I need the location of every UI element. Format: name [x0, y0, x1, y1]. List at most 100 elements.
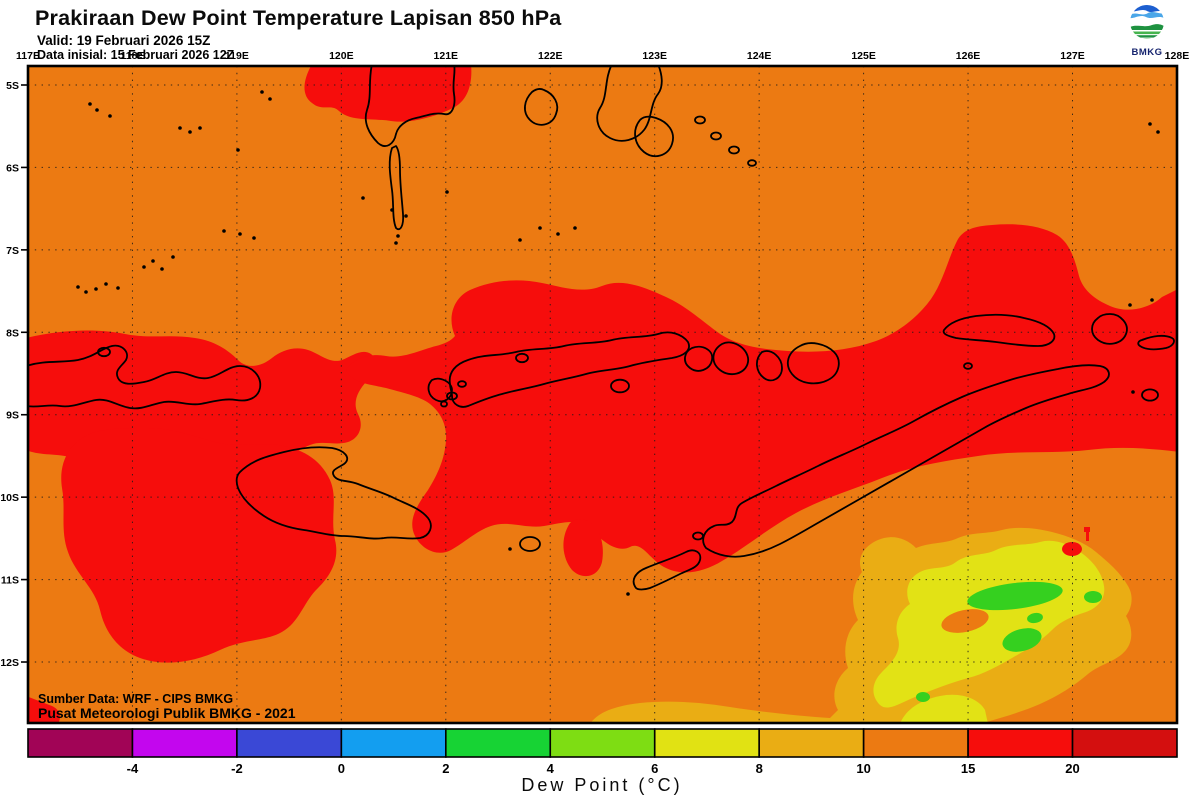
land-speck	[573, 226, 577, 230]
land-speck	[84, 290, 88, 294]
land-speck	[396, 234, 400, 238]
fill-green-patch	[916, 692, 930, 702]
land-speck	[1128, 303, 1132, 307]
dewpoint-contour-fills	[28, 66, 1177, 723]
colorbar-segment	[236, 728, 343, 758]
coastline-island	[235, 446, 432, 540]
colorbar-segment	[758, 728, 865, 758]
land-speck	[556, 232, 560, 236]
colorbar-segment	[340, 728, 447, 758]
coastline-island	[427, 377, 453, 403]
coastline-islet	[519, 536, 541, 552]
land-speck	[116, 286, 120, 290]
coastline-islet	[515, 352, 529, 364]
lon-label: 119E	[225, 50, 249, 62]
fill-red-speck	[1084, 527, 1090, 532]
colorbar-legend: -4 -2 0 2 4 6 8 10 15 20	[27, 728, 1178, 776]
bmkg-logo: BMKG	[1122, 2, 1172, 58]
land-speck	[94, 287, 98, 291]
colorbar-tick-label: 4	[547, 761, 555, 776]
lon-label: 118E	[120, 50, 144, 62]
coastline-island	[942, 313, 1056, 347]
lat-label: 9S	[6, 410, 19, 422]
coastline-island	[634, 115, 674, 158]
coastline-islet	[446, 391, 458, 401]
source-data-line: Sumber Data: WRF - CIPS BMKG	[38, 692, 233, 706]
coastline-island	[524, 88, 559, 126]
colorbar-segment	[862, 728, 969, 758]
land-speck	[252, 236, 256, 240]
land-speck	[151, 259, 155, 263]
coastline-island	[756, 350, 783, 382]
coastline-island	[632, 549, 702, 591]
land-speck	[626, 592, 630, 596]
land-speck	[104, 282, 108, 286]
coastline-island	[28, 344, 262, 410]
land-speck	[1131, 390, 1135, 394]
coastline-island	[786, 342, 840, 385]
fill-orange-hole	[941, 609, 989, 633]
coastline-islet	[710, 131, 722, 141]
lon-label: 117E	[16, 50, 40, 62]
lon-label: 124E	[747, 50, 772, 62]
coastline-island	[596, 66, 663, 142]
coastline-islet	[1141, 388, 1159, 402]
lat-label: 11S	[1, 575, 19, 587]
land-speck	[178, 126, 182, 130]
colorbar-tick-label: 10	[856, 761, 870, 776]
land-speck	[95, 108, 99, 112]
coastline-island	[712, 341, 749, 376]
land-speck	[238, 232, 242, 236]
fill-green-patch	[1002, 628, 1042, 652]
land-speck	[171, 255, 175, 259]
coastline-islet	[610, 378, 630, 394]
land-speck	[1148, 122, 1152, 126]
land-speck	[1156, 130, 1160, 134]
coastline-islet	[457, 380, 467, 388]
lat-label: 10S	[0, 492, 19, 504]
init-time-label: Data inisial: 15 Februari 2026 12Z	[37, 48, 235, 62]
lon-label: 123E	[642, 50, 667, 62]
lat-label: 12S	[0, 657, 19, 669]
bmkg-logo-text: BMKG	[1131, 47, 1163, 58]
lon-label: 128E	[1165, 50, 1190, 62]
source-org-line: Pusat Meteorologi Publik BMKG - 2021	[38, 705, 296, 721]
lon-label: 125E	[851, 50, 876, 62]
lon-label: 122E	[538, 50, 563, 62]
lon-label: 127E	[1060, 50, 1085, 62]
colorbar-tick-label: 0	[338, 761, 345, 776]
colorbar-segment	[131, 728, 238, 758]
bmkg-logo-icon	[1130, 5, 1164, 39]
coastline-island	[702, 364, 1110, 558]
fill-yellow-region	[873, 540, 1105, 708]
land-speck	[445, 190, 449, 194]
lon-label: 120E	[329, 50, 354, 62]
land-speck	[1150, 298, 1154, 302]
coastlines	[28, 66, 1175, 596]
axis-labels: 117E 118E 119E 120E 121E 122E 123E 124E 125E 126E…	[0, 50, 1189, 669]
coastline-islet	[694, 115, 706, 125]
land-speck	[160, 267, 164, 271]
land-speck	[508, 547, 512, 551]
lat-label: 8S	[6, 327, 19, 339]
colorbar-segment	[549, 728, 656, 758]
coastline-islet	[747, 159, 757, 167]
coastline-islet	[97, 346, 111, 358]
land-speck	[88, 102, 92, 106]
colorbar-tick-label: -2	[231, 761, 243, 776]
fill-green-patch	[1027, 612, 1043, 624]
land-speck	[404, 214, 408, 218]
land-speck	[222, 229, 226, 233]
colorbar-tick-label: 15	[961, 761, 975, 776]
land-speck	[142, 265, 146, 269]
land-speck	[188, 130, 192, 134]
coastline-islet	[963, 362, 973, 370]
land-speck	[260, 90, 264, 94]
lat-label: 7S	[6, 245, 19, 257]
coastline-islet	[692, 531, 704, 541]
land-speck	[76, 285, 80, 289]
lat-label: 6S	[6, 162, 19, 174]
fill-red-region	[304, 66, 472, 122]
colorbar-tick-label: 8	[756, 761, 763, 776]
